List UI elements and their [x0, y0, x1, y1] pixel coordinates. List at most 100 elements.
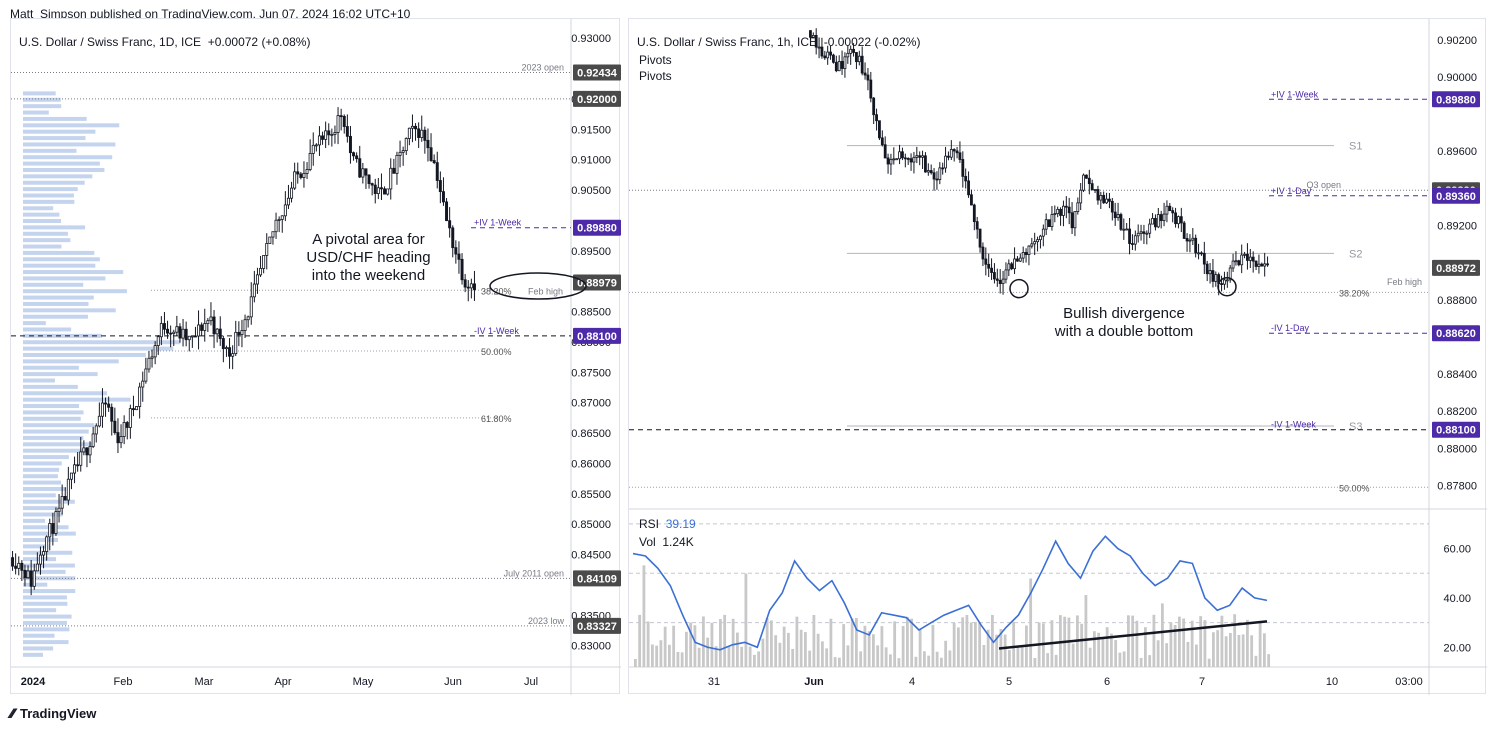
candle-body: [958, 152, 962, 160]
candle-body: [1156, 214, 1160, 228]
candle-body: [432, 160, 436, 164]
candle-body: [1228, 267, 1232, 281]
price-tick-label: 0.88500: [571, 307, 611, 319]
candle-body: [414, 125, 418, 130]
volume-bar: [986, 629, 990, 667]
candle-body: [1205, 263, 1209, 275]
volume-profile-bar: [23, 467, 60, 472]
volume-bar: [1258, 622, 1262, 667]
candle-body: [20, 562, 24, 571]
volume-bar: [1229, 633, 1232, 667]
candle-body: [1047, 219, 1051, 228]
volume-profile-bar: [23, 455, 69, 460]
price-tick-label: 0.88200: [1437, 406, 1477, 418]
volume-bar: [1241, 634, 1245, 667]
volume-bar: [753, 654, 756, 667]
volume-profile-bar: [23, 167, 105, 172]
time-tick-label: 10: [1326, 676, 1338, 688]
volume-bar: [744, 573, 748, 667]
volume-bar: [634, 658, 637, 667]
volume-bar: [1148, 655, 1152, 667]
daily-symbol-title: U.S. Dollar / Swiss Franc, 1D, ICE: [19, 35, 202, 49]
volume-profile-bar: [23, 340, 181, 345]
candle-body: [144, 368, 148, 382]
candle-body: [1110, 200, 1114, 213]
rsi-value: 39.19: [665, 517, 696, 531]
volume-profile-bar: [23, 136, 86, 141]
footer-brand[interactable]: ⁄⁄⁄ TradingView: [10, 705, 96, 721]
candle-body: [1033, 241, 1037, 245]
time-tick-label: May: [353, 676, 374, 688]
candle-body: [869, 79, 873, 99]
volume-bar: [740, 646, 744, 667]
candle-body: [352, 152, 356, 157]
price-tick-label: 0.87800: [1437, 480, 1477, 492]
volume-bar: [1054, 654, 1058, 667]
hourly-chart-pane[interactable]: 0.90200 0.90000 0.89600 0.89200 0.88800 0.884…: [628, 18, 1487, 695]
candle-body: [1090, 183, 1094, 191]
candle-body: [190, 335, 194, 338]
volume-profile-bar: [23, 410, 84, 415]
volume-profile-bar: [23, 391, 108, 396]
candle-body: [1018, 257, 1022, 262]
candle-body: [342, 115, 346, 127]
volume-bar: [1131, 615, 1135, 667]
candle-body: [271, 231, 275, 238]
time-tick-label: 7: [1199, 676, 1205, 688]
price-tick-label: 0.85000: [571, 519, 611, 531]
level-badge-text: 0.88100: [577, 331, 617, 343]
candle-body: [837, 61, 841, 72]
candle-body: [243, 319, 247, 331]
volume-bar: [1101, 636, 1105, 667]
volume-profile-bar: [23, 404, 80, 409]
candle-body: [1179, 216, 1183, 224]
candle-body: [187, 335, 191, 341]
hourly-chart-svg[interactable]: 0.90200 0.90000 0.89600 0.89200 0.88800 0.884…: [629, 19, 1487, 695]
candle-body: [949, 149, 953, 158]
candle-body: [193, 335, 197, 338]
candle-body: [1231, 260, 1235, 269]
daily-chart-pane[interactable]: 0.93000 0.92000 0.91500 0.91000 0.90500 0.895…: [10, 18, 621, 695]
feb-high-label: Feb high: [528, 286, 563, 296]
candle-body: [321, 135, 325, 140]
volume-bar: [680, 652, 684, 667]
candle-body: [1148, 223, 1152, 234]
candle-body: [1243, 253, 1246, 256]
candle-body: [35, 563, 39, 572]
volume-bar: [1254, 655, 1258, 667]
candle-body: [469, 283, 473, 289]
hourly-change: -0.00022 (-0.02%): [823, 35, 921, 49]
price-tick-label: 0.91000: [571, 155, 611, 167]
volume-bar: [816, 633, 820, 667]
price-tick-label: 0.88800: [1437, 295, 1477, 307]
volume-profile-bar: [23, 525, 69, 530]
candle-body: [26, 570, 30, 579]
candle-body: [228, 347, 232, 357]
candle-body: [929, 170, 933, 174]
candle-body: [852, 48, 855, 53]
candle-body: [181, 328, 185, 339]
volume-bar: [1144, 627, 1147, 667]
volume-profile-bar: [23, 384, 78, 389]
volume-profile-bar: [23, 97, 61, 102]
candle-body: [1237, 260, 1241, 266]
candle-body: [417, 128, 421, 138]
candle-body: [290, 187, 294, 199]
volume-profile-bar: [23, 123, 120, 128]
candle-body: [85, 447, 89, 456]
daily-chart-svg[interactable]: 0.93000 0.92000 0.91500 0.91000 0.90500 0.895…: [11, 19, 621, 695]
candle-body: [60, 495, 64, 509]
candle-body: [426, 139, 430, 149]
volume-bar: [1029, 578, 1033, 667]
volume-bar: [689, 622, 693, 667]
candle-body: [1087, 177, 1091, 185]
candle-body: [878, 120, 881, 139]
candle-body: [1168, 205, 1172, 212]
volume-bar: [931, 624, 935, 667]
volume-bar: [1165, 643, 1169, 667]
candle-body: [981, 246, 985, 260]
volume-profile-bar: [23, 461, 62, 466]
level-badge: [1432, 325, 1480, 342]
volume-bar: [1156, 640, 1160, 667]
candle-body: [249, 296, 253, 318]
